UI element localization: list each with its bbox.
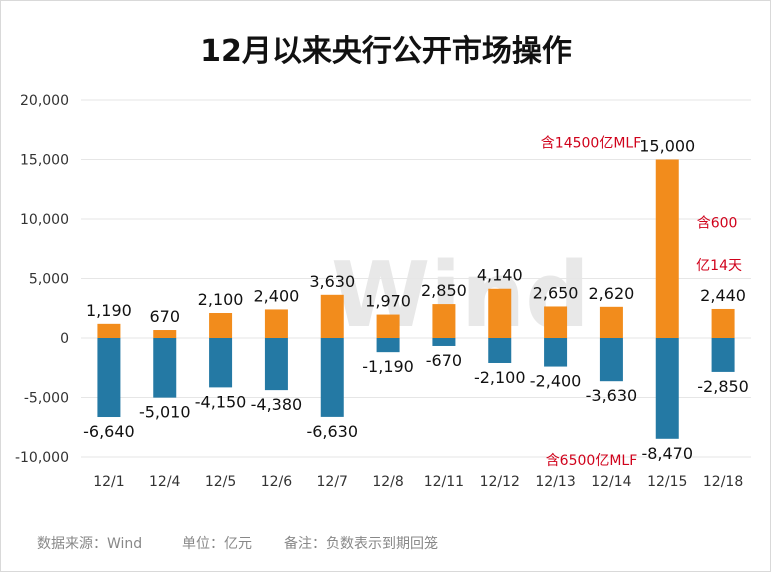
y-axis-ticks: 20,000 15,000 10,000 5,000 0 -5,000 -10,000 bbox=[15, 93, 69, 466]
bar-positive bbox=[376, 314, 400, 338]
bar-negative bbox=[209, 338, 233, 388]
chart-title: 12月以来央行公开市场操作 bbox=[200, 34, 572, 69]
footer-source: 数据来源：Wind bbox=[37, 536, 142, 552]
annotations: 含14500亿MLF 含6500亿MLF 含600 亿14天 bbox=[541, 136, 742, 469]
data-label-negative: -1,190 bbox=[362, 357, 414, 376]
bar-positive bbox=[153, 330, 177, 338]
x-tick-label: 12/12 bbox=[480, 474, 520, 490]
data-label-positive: 2,400 bbox=[254, 286, 300, 305]
data-label-negative: -2,100 bbox=[474, 368, 526, 387]
data-label-positive: 3,630 bbox=[309, 272, 355, 291]
data-label-positive: 1,970 bbox=[365, 292, 411, 311]
bars bbox=[97, 159, 735, 439]
data-label-positive: 2,850 bbox=[421, 281, 467, 300]
x-tick-label: 12/14 bbox=[591, 474, 631, 490]
data-label-negative: -2,850 bbox=[697, 377, 749, 396]
y-tick-label: 5,000 bbox=[29, 272, 69, 288]
footer-note: 备注：负数表示到期回笼 bbox=[284, 535, 438, 552]
y-tick-label: 10,000 bbox=[20, 212, 69, 228]
x-tick-label: 12/13 bbox=[535, 474, 575, 490]
data-label-positive: 2,650 bbox=[533, 283, 579, 302]
data-label-negative: -5,010 bbox=[139, 403, 191, 422]
data-label-positive: 4,140 bbox=[477, 266, 523, 285]
data-label-negative: -3,630 bbox=[586, 386, 638, 405]
x-tick-label: 12/11 bbox=[424, 474, 464, 490]
bar-negative bbox=[432, 338, 456, 346]
data-label-negative: -8,470 bbox=[641, 444, 693, 463]
bar-positive bbox=[264, 309, 288, 338]
bar-positive bbox=[488, 288, 512, 338]
data-label-negative: -4,380 bbox=[251, 395, 303, 414]
bar-negative bbox=[376, 338, 400, 353]
annotation: 含14500亿MLF bbox=[541, 136, 641, 152]
gridlines bbox=[81, 99, 751, 458]
annotation: 亿14天 bbox=[696, 258, 742, 274]
y-tick-label: 0 bbox=[60, 331, 69, 347]
bar-negative bbox=[320, 338, 344, 417]
bar-negative bbox=[153, 338, 177, 398]
bar-positive bbox=[97, 323, 121, 338]
x-tick-label: 12/6 bbox=[261, 474, 293, 490]
data-label-positive: 1,190 bbox=[86, 301, 132, 320]
x-tick-label: 12/1 bbox=[93, 474, 124, 490]
bar-negative bbox=[488, 338, 512, 363]
y-tick-label: 15,000 bbox=[20, 153, 69, 169]
data-label-negative: -670 bbox=[426, 351, 462, 370]
data-label-negative: -4,150 bbox=[195, 392, 247, 411]
x-tick-label: 12/7 bbox=[317, 474, 348, 490]
y-tick-label: -5,000 bbox=[24, 391, 69, 407]
footer-unit: 单位：亿元 bbox=[182, 536, 252, 552]
bar-positive bbox=[209, 313, 233, 338]
x-axis-ticks: 12/1 12/4 12/5 12/6 12/7 12/8 12/11 12/12 12/13 1… bbox=[93, 474, 743, 490]
bar-negative bbox=[655, 338, 679, 439]
data-label-positive: 2,100 bbox=[198, 290, 244, 309]
data-label-positive: 2,440 bbox=[700, 286, 746, 305]
data-label-positive: 2,620 bbox=[589, 284, 635, 303]
bar-positive bbox=[432, 304, 456, 338]
y-tick-label: 20,000 bbox=[20, 93, 69, 109]
x-tick-label: 12/18 bbox=[703, 474, 743, 490]
data-label-negative: -2,400 bbox=[530, 372, 582, 391]
bar-negative bbox=[599, 338, 623, 382]
annotation: 含6500亿MLF bbox=[546, 453, 638, 469]
bar-positive bbox=[544, 306, 568, 338]
y-tick-label: -10,000 bbox=[15, 450, 69, 466]
data-label-positive: 670 bbox=[149, 307, 180, 326]
data-labels: 1,190 670 2,100 2,400 3,630 1,970 2,850 4,140 2,… bbox=[83, 137, 749, 463]
bar-negative bbox=[97, 338, 121, 418]
x-tick-label: 12/8 bbox=[372, 474, 403, 490]
x-tick-label: 12/15 bbox=[647, 474, 687, 490]
data-label-positive: 15,000 bbox=[639, 137, 695, 156]
x-tick-label: 12/5 bbox=[205, 474, 236, 490]
data-label-negative: -6,640 bbox=[83, 422, 135, 441]
data-label-negative: -6,630 bbox=[306, 422, 358, 441]
bar-negative bbox=[711, 338, 735, 372]
bar-positive bbox=[711, 308, 735, 338]
bar-positive bbox=[599, 306, 623, 338]
x-tick-label: 12/4 bbox=[149, 474, 181, 490]
bar-positive bbox=[320, 294, 344, 338]
bar-negative bbox=[264, 338, 288, 391]
bar-positive bbox=[655, 159, 679, 338]
bar-negative bbox=[544, 338, 568, 367]
annotation: 含600 bbox=[697, 215, 738, 231]
